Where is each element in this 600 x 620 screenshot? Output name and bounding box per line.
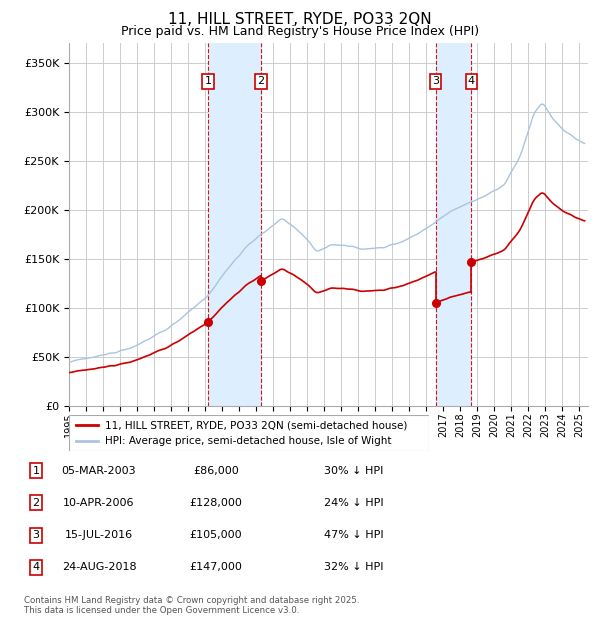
Text: Contains HM Land Registry data © Crown copyright and database right 2025.
This d: Contains HM Land Registry data © Crown c… — [24, 596, 359, 615]
Text: 11, HILL STREET, RYDE, PO33 2QN (semi-detached house): 11, HILL STREET, RYDE, PO33 2QN (semi-de… — [105, 420, 407, 430]
Text: 24% ↓ HPI: 24% ↓ HPI — [324, 498, 383, 508]
Text: £147,000: £147,000 — [190, 562, 242, 572]
Text: 2: 2 — [32, 498, 40, 508]
Text: £128,000: £128,000 — [190, 498, 242, 508]
Text: 11, HILL STREET, RYDE, PO33 2QN: 11, HILL STREET, RYDE, PO33 2QN — [168, 12, 432, 27]
Text: 47% ↓ HPI: 47% ↓ HPI — [324, 530, 383, 540]
Text: 4: 4 — [468, 76, 475, 86]
Text: 4: 4 — [32, 562, 40, 572]
Text: Price paid vs. HM Land Registry's House Price Index (HPI): Price paid vs. HM Land Registry's House … — [121, 25, 479, 38]
Bar — [436, 43, 472, 406]
Text: 15-JUL-2016: 15-JUL-2016 — [65, 530, 133, 540]
Text: 30% ↓ HPI: 30% ↓ HPI — [324, 466, 383, 476]
Text: 05-MAR-2003: 05-MAR-2003 — [62, 466, 136, 476]
Text: 10-APR-2006: 10-APR-2006 — [63, 498, 135, 508]
Text: 1: 1 — [32, 466, 40, 476]
Text: 24-AUG-2018: 24-AUG-2018 — [62, 562, 136, 572]
Text: 3: 3 — [432, 76, 439, 86]
Text: 2: 2 — [257, 76, 265, 86]
Text: £86,000: £86,000 — [193, 466, 239, 476]
Text: £105,000: £105,000 — [190, 530, 242, 540]
Text: 1: 1 — [205, 76, 212, 86]
Bar — [208, 43, 261, 406]
Text: 3: 3 — [32, 530, 40, 540]
Text: HPI: Average price, semi-detached house, Isle of Wight: HPI: Average price, semi-detached house,… — [105, 436, 392, 446]
Text: 32% ↓ HPI: 32% ↓ HPI — [324, 562, 383, 572]
